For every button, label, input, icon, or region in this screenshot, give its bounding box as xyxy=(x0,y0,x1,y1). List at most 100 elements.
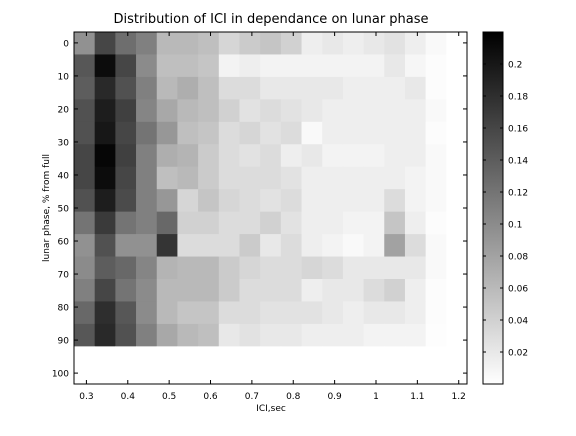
heatmap-cell xyxy=(260,76,282,100)
heatmap-cell xyxy=(218,99,240,123)
heatmap-cell xyxy=(322,99,344,123)
heatmap-cell xyxy=(198,234,220,257)
heatmap-cell xyxy=(198,368,220,385)
heatmap-cell xyxy=(363,234,385,257)
heatmap-cell xyxy=(218,278,240,302)
heatmap-cell xyxy=(260,54,282,78)
heatmap-cell xyxy=(404,32,427,55)
heatmap-cell xyxy=(115,54,137,78)
heatmap-cell xyxy=(218,166,240,190)
y-tick-label: 80 xyxy=(58,304,70,314)
heatmap-cell xyxy=(136,144,158,168)
heatmap-cell xyxy=(446,301,468,325)
heatmap-cell xyxy=(177,278,199,302)
heatmap-cell xyxy=(94,301,116,325)
heatmap-cell xyxy=(177,144,199,168)
heatmap-cell xyxy=(280,256,302,280)
x-tick-label: 0.7 xyxy=(245,392,259,402)
y-tick-label: 10 xyxy=(58,72,70,82)
heatmap-cell xyxy=(446,54,468,78)
heatmap-cell xyxy=(74,234,96,257)
heatmap-cell xyxy=(239,121,261,145)
heatmap-cell xyxy=(404,166,427,190)
heatmap-cell xyxy=(404,301,427,325)
heatmap-cell xyxy=(425,301,447,325)
heatmap-cell xyxy=(384,346,406,370)
heatmap-cell xyxy=(136,32,158,55)
heatmap-cell xyxy=(384,189,406,213)
heatmap-cell xyxy=(322,256,344,280)
heatmap-cell xyxy=(301,234,323,257)
y-tick-label: 70 xyxy=(58,271,70,281)
heatmap-cell xyxy=(342,189,364,213)
heatmap-cell xyxy=(363,32,385,55)
heatmap-cell xyxy=(322,278,344,302)
heatmap-cell xyxy=(280,54,302,78)
heatmap-cell xyxy=(136,166,158,190)
heatmap-cell xyxy=(384,234,406,257)
heatmap-cell xyxy=(115,234,137,257)
heatmap-cell xyxy=(322,323,344,347)
heatmap-cell xyxy=(177,301,199,325)
heatmap-cell xyxy=(425,166,447,190)
heatmap-cell xyxy=(94,32,116,55)
heatmap-cell xyxy=(342,368,364,385)
heatmap-cell xyxy=(322,76,344,100)
y-tick-label: 20 xyxy=(58,105,70,115)
heatmap-cell xyxy=(260,346,282,370)
heatmap-cell xyxy=(260,234,282,257)
colorbar-tick-label: 0.1 xyxy=(508,221,522,231)
heatmap-cell xyxy=(342,166,364,190)
heatmap-cell xyxy=(218,346,240,370)
heatmap-cell xyxy=(156,278,178,302)
heatmap-cell xyxy=(260,256,282,280)
heatmap-cell xyxy=(94,166,116,190)
heatmap-cell xyxy=(156,144,178,168)
heatmap-cell xyxy=(446,121,468,145)
y-axis-label: lunar phase, % from full xyxy=(42,154,52,262)
y-tick-label: 30 xyxy=(58,138,70,148)
heatmap-cell xyxy=(94,278,116,302)
heatmap-cell xyxy=(218,368,240,385)
heatmap-cell xyxy=(260,121,282,145)
heatmap-cell xyxy=(425,54,447,78)
heatmap-cell xyxy=(260,323,282,347)
heatmap-cell xyxy=(198,323,220,347)
heatmap-cell xyxy=(136,54,158,78)
heatmap-cell xyxy=(218,121,240,145)
heatmap-cell xyxy=(301,121,323,145)
x-tick-label: 0.5 xyxy=(162,392,176,402)
heatmap-cell xyxy=(218,144,240,168)
heatmap-cell xyxy=(156,54,178,78)
colorbar-tick-label: 0.18 xyxy=(508,93,528,103)
heatmap-cell xyxy=(260,211,282,235)
heatmap-cell xyxy=(425,144,447,168)
heatmap-cell xyxy=(446,346,468,370)
heatmap-cell xyxy=(136,368,158,385)
heatmap-cell xyxy=(260,189,282,213)
heatmap-cell xyxy=(342,256,364,280)
heatmap-cell xyxy=(280,144,302,168)
heatmap-cell xyxy=(94,256,116,280)
heatmap-cell xyxy=(280,211,302,235)
heatmap-cell xyxy=(384,144,406,168)
heatmap-cell xyxy=(425,256,447,280)
heatmap-cell xyxy=(177,189,199,213)
heatmap-cell xyxy=(94,234,116,257)
heatmap-cell xyxy=(156,99,178,123)
heatmap-cell xyxy=(363,144,385,168)
y-tick-label: 100 xyxy=(52,370,69,380)
heatmap-cell xyxy=(384,166,406,190)
heatmap-cell xyxy=(425,346,447,370)
heatmap-cell xyxy=(239,32,261,55)
heatmap-cell xyxy=(177,121,199,145)
heatmap-cell xyxy=(301,211,323,235)
heatmap-cell xyxy=(260,144,282,168)
heatmap-cell xyxy=(342,76,364,100)
heatmap-cell xyxy=(425,32,447,55)
heatmap-cell xyxy=(280,121,302,145)
heatmap-cell xyxy=(136,278,158,302)
heatmap-cell xyxy=(446,368,468,385)
heatmap-cell xyxy=(280,99,302,123)
